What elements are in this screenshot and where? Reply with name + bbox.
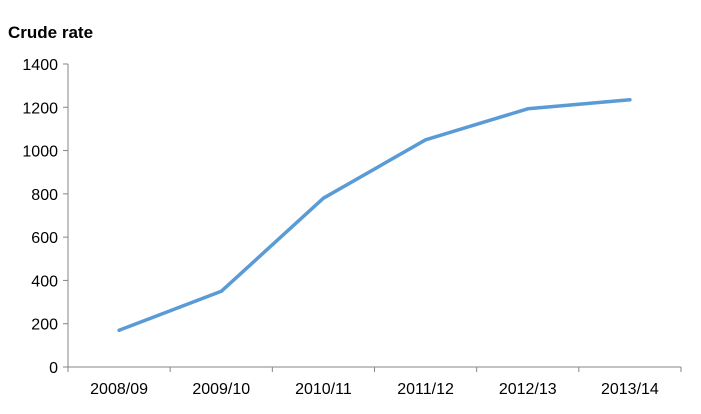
data-point <box>424 138 428 142</box>
data-point <box>117 328 121 332</box>
x-tick-labels: 2008/09 2009/10 2010/11 2011/12 2012/13 2013/… <box>67 367 682 398</box>
y-tick-label: 400 <box>31 273 58 290</box>
x-tick-label: 2011/12 <box>397 381 454 398</box>
x-tick-label: 2010/11 <box>295 381 352 398</box>
y-axis-label: Crude rate <box>8 23 93 42</box>
data-point <box>526 107 530 111</box>
series <box>117 97 632 332</box>
y-tick-labels: 0 200 400 600 800 1000 1200 1400 <box>22 57 68 377</box>
x-tick-label: 2012/13 <box>499 381 557 398</box>
x-tick-label: 2009/10 <box>192 381 250 398</box>
y-tick-label: 200 <box>31 317 58 334</box>
y-tick-label: 0 <box>49 360 58 377</box>
x-tick-label: 2008/09 <box>90 381 148 398</box>
series-line <box>117 97 632 332</box>
y-tick-label: 1000 <box>22 144 58 161</box>
y-tick-label: 1200 <box>22 100 58 117</box>
y-tick-label: 600 <box>31 230 58 247</box>
data-point <box>219 289 223 293</box>
x-tick-label: 2013/14 <box>601 381 659 398</box>
y-tick-label: 800 <box>31 187 58 204</box>
data-point <box>628 98 632 102</box>
axes <box>67 64 681 368</box>
y-tick-label: 1400 <box>22 57 58 74</box>
data-point <box>321 196 325 200</box>
